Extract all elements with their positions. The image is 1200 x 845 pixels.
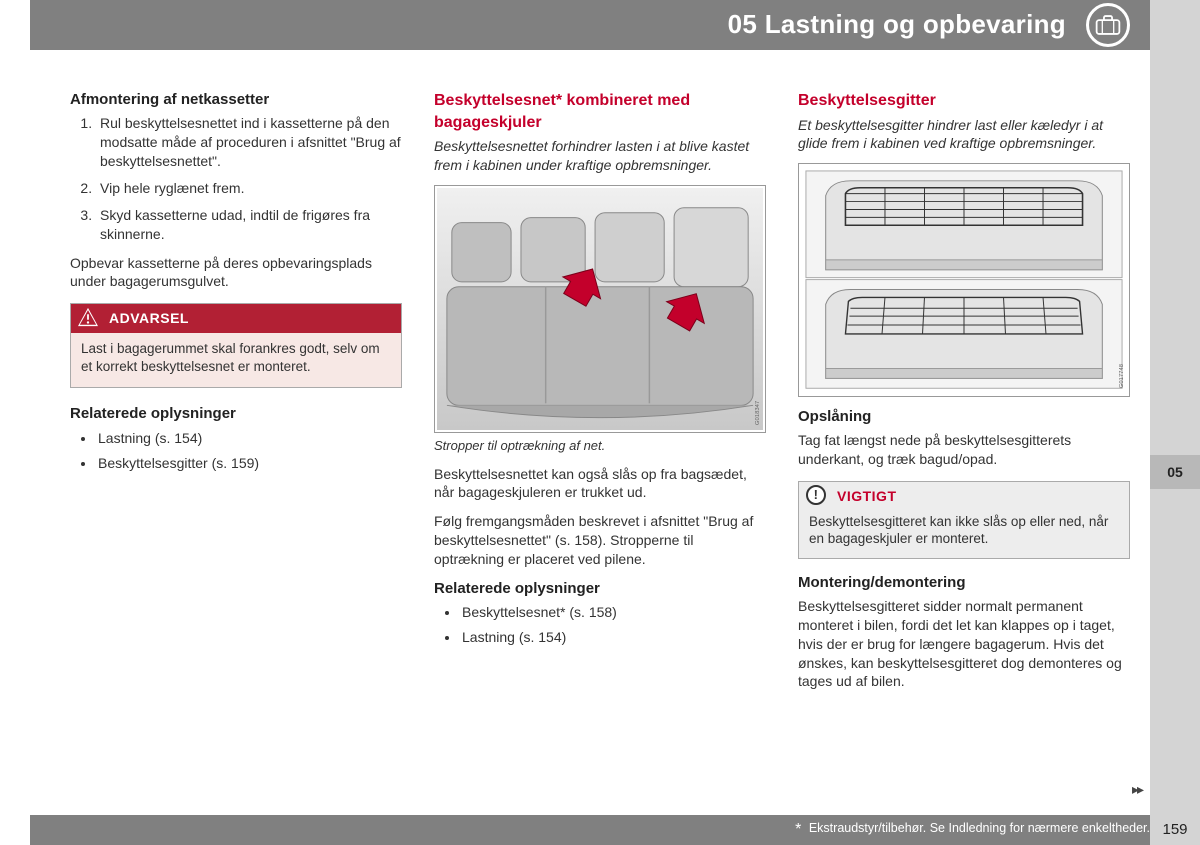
paragraph: Beskyttelsesgitteret sidder normalt perm… (798, 597, 1130, 691)
figure-seat-net: G018347 (434, 185, 766, 433)
removal-steps: Rul beskyttelsesnettet ind i kassetterne… (70, 114, 402, 243)
list-item: Beskyttelsesnet* (s. 158) (460, 603, 766, 622)
paragraph: Beskyttelsesnettet kan også slås op fra … (434, 465, 766, 503)
warning-icon (77, 307, 99, 327)
continue-indicator: ▸▸ (1132, 780, 1142, 799)
subsection-heading: Montering/demontering (798, 573, 1130, 593)
note-body: Beskyttelsesgitteret kan ikke slås op el… (799, 511, 1129, 558)
chapter-title: 05 Lastning og opbevaring (728, 7, 1066, 42)
page-header: 05 Lastning og opbevaring (30, 0, 1150, 50)
list-item: Beskyttelsesgitter (s. 159) (96, 454, 402, 473)
column-3: Beskyttelsesgitter Et beskyttelsesgitter… (798, 90, 1130, 701)
related-heading: Relaterede oplysninger (70, 404, 402, 424)
column-1: Afmontering af netkassetter Rul beskytte… (70, 90, 402, 701)
warning-callout: ADVARSEL Last i bagagerummet skal forank… (70, 303, 402, 388)
related-list: Lastning (s. 154) Beskyttelsesgitter (s.… (70, 429, 402, 473)
intro-paragraph: Et beskyttelsesgitter hindrer last eller… (798, 116, 1130, 154)
related-list: Beskyttelsesnet* (s. 158) Lastning (s. 1… (434, 603, 766, 647)
list-item: Lastning (s. 154) (96, 429, 402, 448)
step-item: Vip hele ryglænet frem. (96, 179, 402, 198)
paragraph: Opbevar kassetterne på deres opbevarings… (70, 254, 402, 292)
paragraph: Tag fat længst nede på beskyttelsesgitte… (798, 431, 1130, 469)
important-callout: ! VIGTIGT Beskyttelsesgitteret kan ikke … (798, 481, 1130, 559)
paragraph: Følg fremgangsmåden beskrevet i afsnitte… (434, 512, 766, 569)
content-columns: Afmontering af netkassetter Rul beskytte… (70, 90, 1130, 701)
right-sidebar: 05 (1150, 0, 1200, 845)
svg-text:G017748: G017748 (1119, 364, 1125, 389)
warning-title: ADVARSEL (109, 310, 189, 326)
warning-body: Last i bagagerummet skal forankres godt,… (71, 333, 401, 387)
note-title: VIGTIGT (837, 488, 897, 504)
important-icon: ! (806, 485, 826, 505)
subsection-heading: Opslåning (798, 407, 1130, 427)
figure-cargo-grid: G017748 (798, 163, 1130, 396)
related-heading: Relaterede oplysninger (434, 579, 766, 599)
section-heading: Beskyttelsesgitter (798, 90, 1130, 112)
chapter-tab: 05 (1150, 455, 1200, 489)
list-item: Lastning (s. 154) (460, 628, 766, 647)
page-footer: * Ekstraudstyr/tilbehør. Se Indledning f… (30, 815, 1200, 845)
warning-header: ADVARSEL (71, 304, 401, 333)
footnote-text: * Ekstraudstyr/tilbehør. Se Indledning f… (795, 819, 1150, 841)
svg-text:G018347: G018347 (755, 401, 761, 425)
section-heading: Afmontering af netkassetter (70, 90, 402, 110)
column-2: Beskyttelsesnet* kombineret med bagagesk… (434, 90, 766, 701)
step-item: Rul beskyttelsesnettet ind i kassetterne… (96, 114, 402, 171)
page-number: 159 (1150, 815, 1200, 845)
intro-paragraph: Beskyttelsesnettet forhindrer lasten i a… (434, 137, 766, 175)
step-item: Skyd kassetterne udad, indtil de frigøre… (96, 206, 402, 244)
note-header: ! VIGTIGT (799, 482, 1129, 511)
figure-caption: Stropper til optrækning af net. (434, 437, 766, 455)
asterisk-icon: * (795, 821, 801, 838)
section-heading: Beskyttelsesnet* kombineret med bagagesk… (434, 90, 766, 133)
suitcase-icon (1086, 3, 1130, 47)
